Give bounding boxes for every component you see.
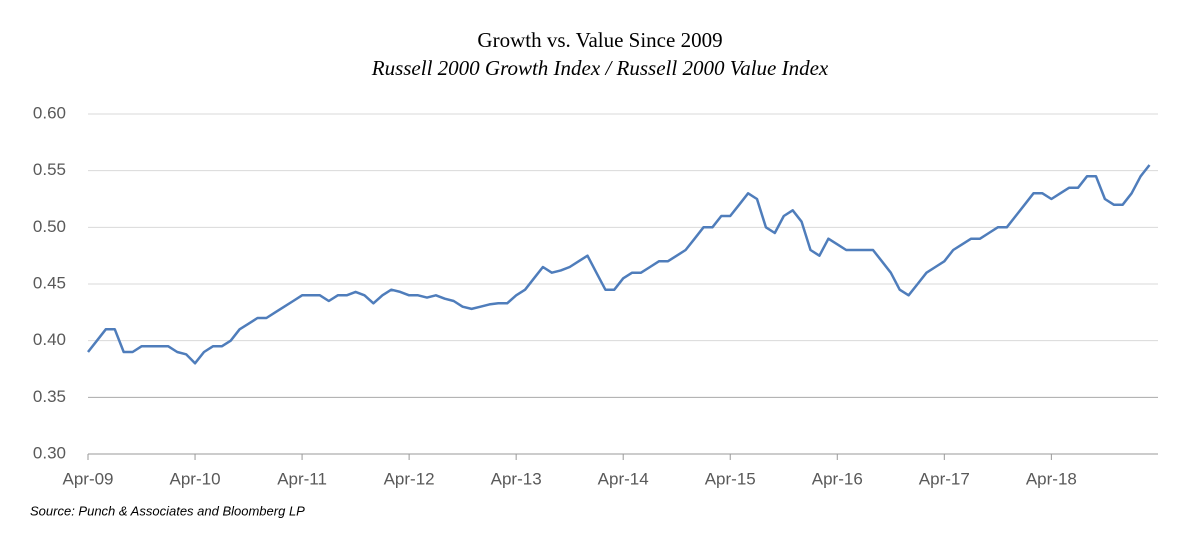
x-tick-label: Apr-17 — [919, 469, 970, 488]
y-tick-label: 0.30 — [33, 443, 66, 462]
x-tick-label: Apr-10 — [170, 469, 221, 488]
x-tick-label: Apr-12 — [384, 469, 435, 488]
x-tick-label: Apr-15 — [705, 469, 756, 488]
x-tick-label: Apr-09 — [62, 469, 113, 488]
x-tick-label: Apr-16 — [812, 469, 863, 488]
x-tick-label: Apr-18 — [1026, 469, 1077, 488]
y-tick-label: 0.60 — [33, 103, 66, 122]
x-tick-label: Apr-11 — [277, 469, 327, 488]
x-tick-label: Apr-14 — [598, 469, 649, 488]
x-tick-label: Apr-13 — [491, 469, 542, 488]
y-tick-label: 0.50 — [33, 217, 66, 236]
y-tick-label: 0.40 — [33, 330, 66, 349]
chart-title: Growth vs. Value Since 2009 — [477, 28, 722, 52]
series-line — [87, 164, 1151, 365]
y-tick-label: 0.45 — [33, 273, 66, 292]
chart-subtitle: Russell 2000 Growth Index / Russell 2000… — [371, 56, 829, 80]
y-tick-label: 0.55 — [33, 160, 66, 179]
y-tick-label: 0.35 — [33, 387, 66, 406]
source-note: Source: Punch & Associates and Bloomberg… — [30, 503, 305, 518]
